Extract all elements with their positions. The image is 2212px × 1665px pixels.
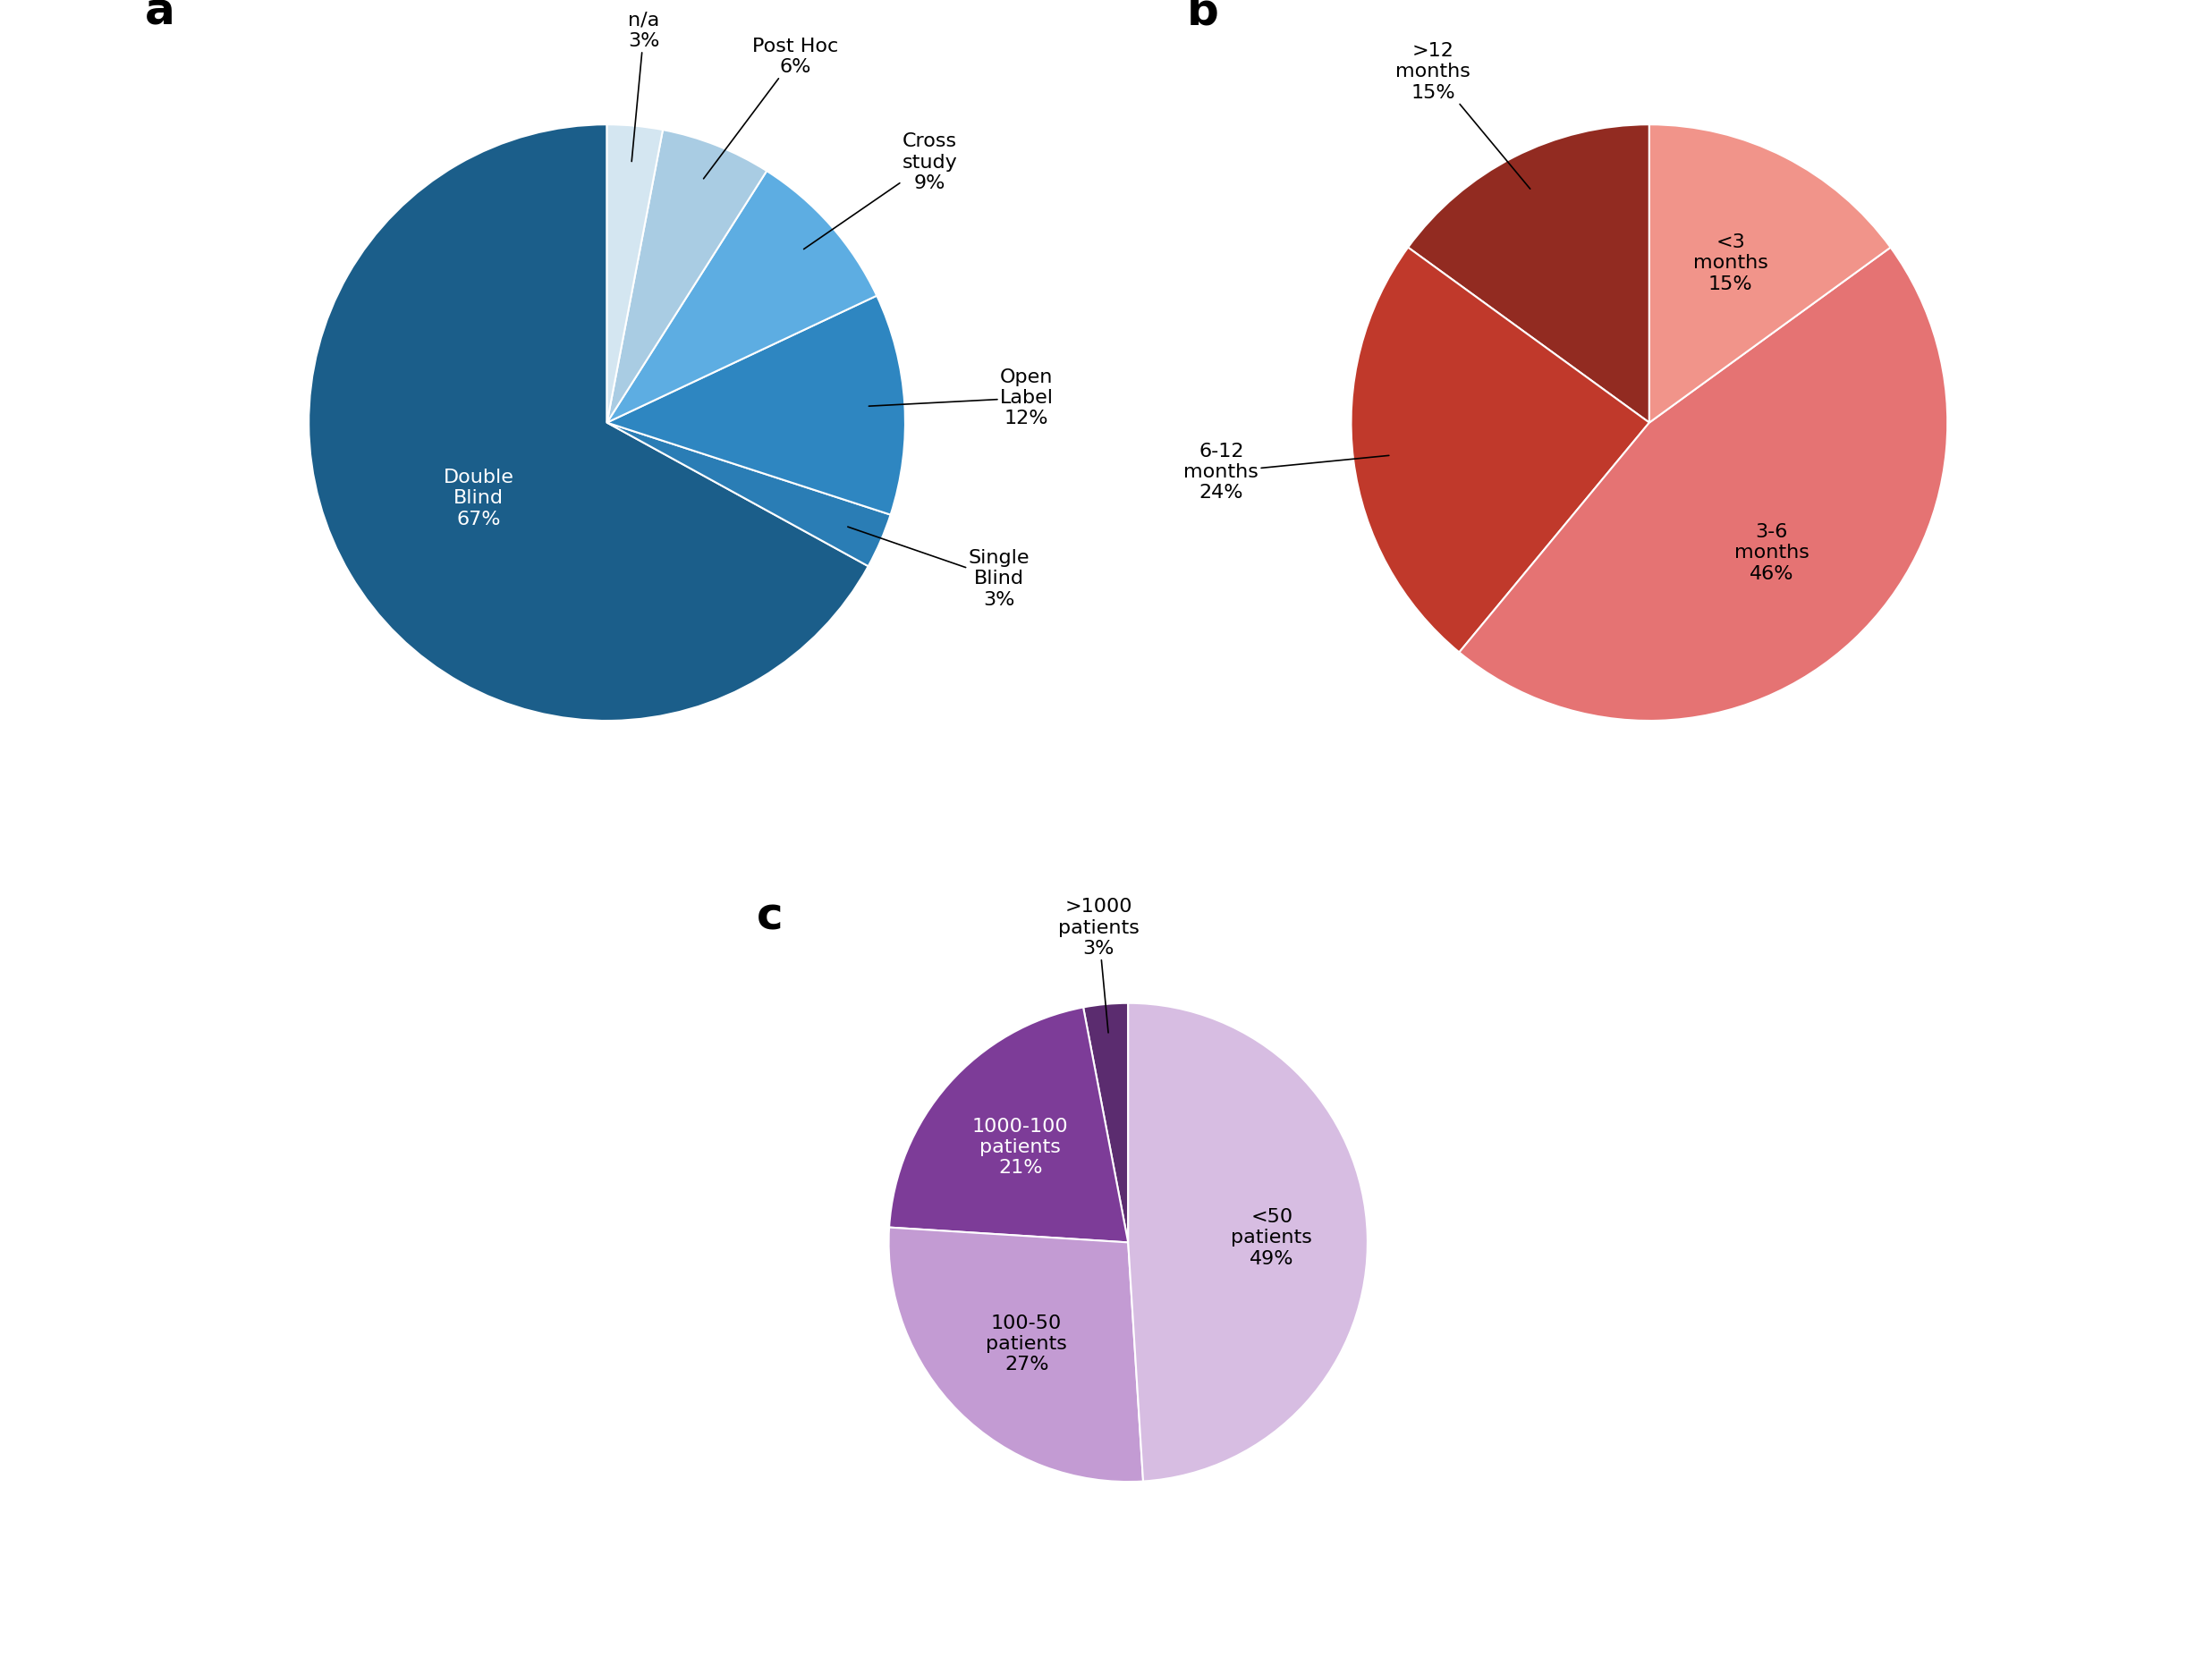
Text: Double
Blind
67%: Double Blind 67% <box>442 470 513 528</box>
Wedge shape <box>1460 248 1947 721</box>
Wedge shape <box>606 130 768 423</box>
Text: n/a
3%: n/a 3% <box>628 12 659 162</box>
Text: >1000
patients
3%: >1000 patients 3% <box>1057 897 1139 1032</box>
Text: <3
months
15%: <3 months 15% <box>1692 233 1767 293</box>
Text: Post Hoc
6%: Post Hoc 6% <box>703 37 838 178</box>
Text: 1000-100
patients
21%: 1000-100 patients 21% <box>973 1117 1068 1177</box>
Text: >12
months
15%: >12 months 15% <box>1396 42 1531 188</box>
Text: b: b <box>1188 0 1219 33</box>
Text: Open
Label
12%: Open Label 12% <box>869 368 1053 428</box>
Text: 100-50
patients
27%: 100-50 patients 27% <box>987 1314 1066 1374</box>
Wedge shape <box>1650 125 1891 423</box>
Wedge shape <box>1084 1002 1128 1242</box>
Wedge shape <box>606 423 891 566</box>
Text: c: c <box>757 896 783 939</box>
Text: 3-6
months
46%: 3-6 months 46% <box>1734 523 1809 583</box>
Wedge shape <box>1128 1002 1367 1482</box>
Text: a: a <box>144 0 175 33</box>
Wedge shape <box>606 171 876 423</box>
Wedge shape <box>310 125 869 721</box>
Text: 6-12
months
24%: 6-12 months 24% <box>1183 443 1389 501</box>
Text: <50
patients
49%: <50 patients 49% <box>1232 1209 1312 1267</box>
Wedge shape <box>889 1007 1128 1242</box>
Wedge shape <box>1409 125 1650 423</box>
Text: Cross
study
9%: Cross study 9% <box>803 133 958 250</box>
Wedge shape <box>1352 248 1650 653</box>
Wedge shape <box>889 1227 1144 1482</box>
Text: Single
Blind
3%: Single Blind 3% <box>847 526 1029 609</box>
Wedge shape <box>606 296 905 514</box>
Wedge shape <box>606 125 664 423</box>
